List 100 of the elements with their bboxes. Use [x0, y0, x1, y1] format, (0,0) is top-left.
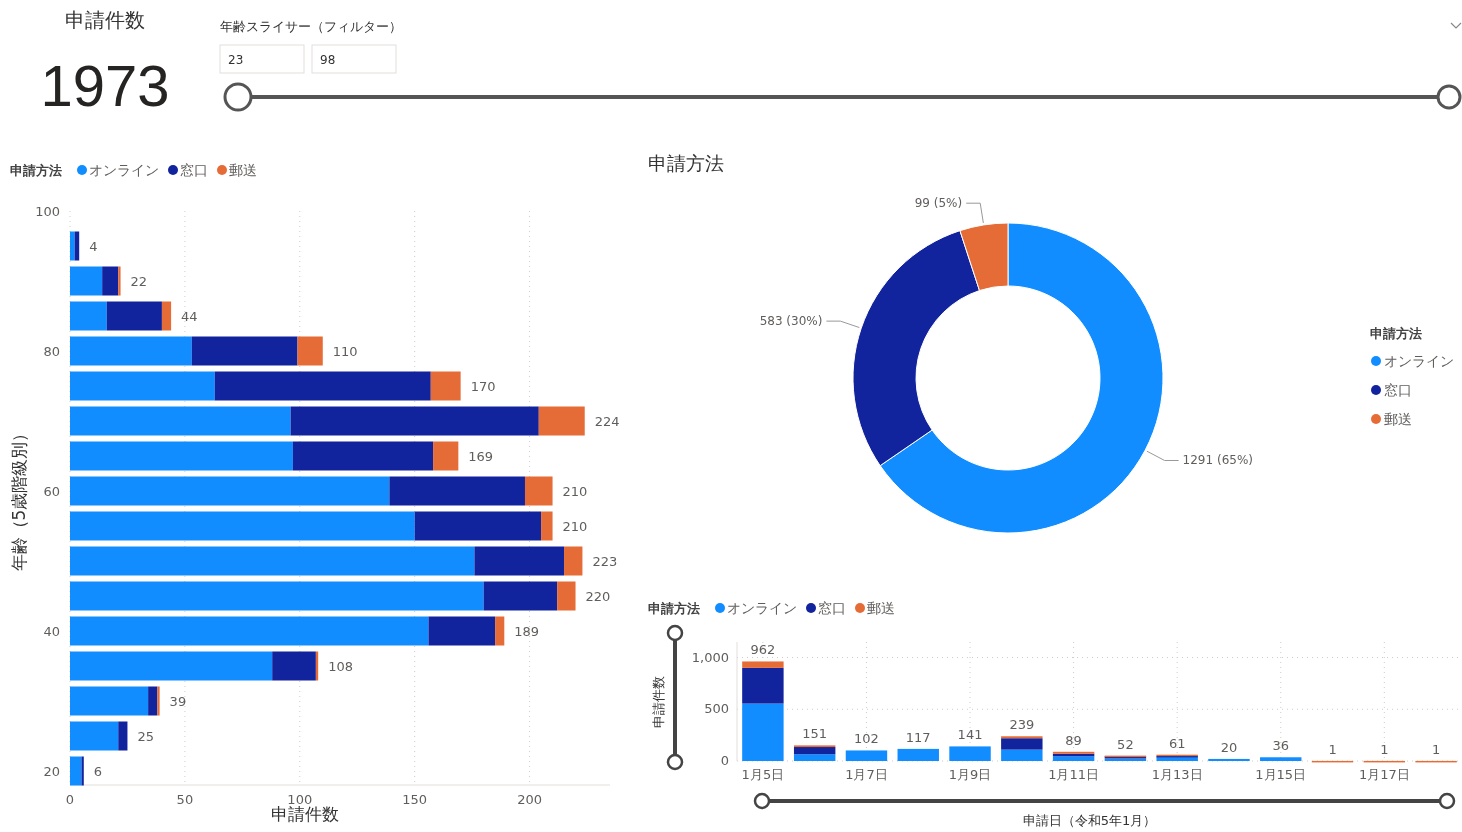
- x-tick-label: 1月9日: [948, 767, 992, 782]
- bar: [430, 371, 461, 401]
- total-label: 25: [137, 729, 154, 744]
- bar: [433, 441, 459, 471]
- bar: [118, 721, 128, 751]
- bar: [742, 667, 784, 704]
- bar: [389, 476, 525, 506]
- total-label: 20: [1220, 739, 1238, 755]
- bar: [148, 686, 158, 716]
- bar: [70, 511, 415, 541]
- legend-label: 窓口: [180, 162, 208, 178]
- total-label: 108: [328, 659, 353, 674]
- total-label: 210: [562, 484, 588, 499]
- bar: [483, 581, 558, 611]
- bar: [1052, 756, 1095, 761]
- legend-label: 郵送: [867, 600, 895, 616]
- data-label: 99 (5%): [914, 196, 963, 211]
- bar: [474, 546, 565, 576]
- bar: [297, 336, 323, 366]
- bar: [70, 231, 75, 261]
- bar: [495, 616, 505, 646]
- bar: [290, 406, 539, 436]
- bar: [1001, 738, 1043, 750]
- total-label: 169: [468, 449, 494, 464]
- total-label: 52: [1117, 736, 1134, 752]
- bar: [793, 747, 836, 755]
- legend-title: 申請方法: [10, 163, 62, 178]
- total-label: 22: [130, 274, 148, 289]
- bar: [1001, 749, 1043, 761]
- total-label: 44: [181, 309, 198, 324]
- x-tick-label: 150: [402, 792, 428, 807]
- bar: [70, 266, 103, 296]
- x-tick-label: 200: [517, 792, 542, 807]
- bar: [214, 371, 431, 401]
- bar: [81, 756, 84, 786]
- bar: [118, 266, 121, 296]
- bar: [1208, 758, 1250, 761]
- bar: [70, 371, 215, 401]
- total-label: 223: [592, 554, 618, 569]
- legend-label: オンライン: [1384, 353, 1454, 369]
- bar: [70, 616, 429, 646]
- bar: [564, 546, 583, 576]
- x-tick-label: 50: [176, 792, 194, 807]
- total-label: 110: [332, 344, 358, 359]
- x-tick-label: 1月17日: [1358, 767, 1410, 782]
- data-label: 583 (30%): [759, 314, 823, 329]
- y-tick-label: 40: [43, 624, 60, 639]
- x-axis-title: 申請件数: [271, 804, 339, 824]
- total-label: 141: [957, 727, 983, 743]
- bar: [292, 441, 434, 471]
- text: 申請件数: [65, 8, 145, 32]
- bar: [541, 511, 553, 541]
- total-label: 4: [89, 239, 98, 254]
- bar: [157, 686, 160, 716]
- legend-label: 窓口: [818, 600, 846, 616]
- y-axis-title: 年齢（5歳階級別）: [9, 424, 29, 572]
- total-label: 170: [470, 379, 496, 394]
- bar: [897, 748, 939, 761]
- bar: [414, 511, 542, 541]
- bar: [70, 651, 273, 681]
- legend-label: 郵送: [1384, 411, 1412, 427]
- total-label: 39: [169, 694, 187, 709]
- bar: [70, 721, 119, 751]
- y-tick-label: 1,000: [691, 649, 729, 665]
- bar: [161, 301, 172, 331]
- total-label: 89: [1065, 732, 1082, 748]
- total-label: 117: [905, 729, 931, 745]
- y-tick-label: 0: [720, 753, 729, 768]
- total-label: 1: [1380, 741, 1389, 757]
- legend-title: 申請方法: [648, 601, 700, 616]
- data-label: 1291 (65%): [1182, 453, 1253, 468]
- bar: [70, 581, 484, 611]
- text: 98: [320, 53, 336, 67]
- bar: [70, 686, 149, 716]
- total-label: 6: [93, 764, 103, 779]
- bar: [70, 476, 390, 506]
- text: 年齢スライサー（フィルター）: [220, 19, 402, 34]
- total-label: 224: [594, 414, 620, 429]
- x-tick-label: 1月5日: [741, 767, 785, 782]
- x-tick-label: 1月7日: [845, 767, 888, 782]
- total-label: 61: [1168, 735, 1186, 751]
- legend-label: 窓口: [1384, 382, 1412, 398]
- legend-title: 申請方法: [1370, 326, 1422, 341]
- bar: [70, 441, 293, 471]
- y-tick-label: 60: [43, 484, 60, 499]
- bar: [70, 301, 107, 331]
- x-axis-title: 申請日（令和5年1月）: [1022, 813, 1157, 828]
- text: 1973: [40, 53, 170, 118]
- bar: [793, 754, 836, 761]
- bar: [949, 746, 991, 761]
- bar: [70, 406, 291, 436]
- bar: [1260, 757, 1302, 761]
- bar: [106, 301, 162, 331]
- total-label: 1: [1431, 741, 1441, 757]
- bar: [70, 336, 192, 366]
- total-label: 102: [854, 731, 879, 747]
- bar: [538, 406, 585, 436]
- chart-title: 申請方法: [648, 152, 724, 174]
- x-tick-label: 1月13日: [1151, 767, 1203, 782]
- bar: [557, 581, 576, 611]
